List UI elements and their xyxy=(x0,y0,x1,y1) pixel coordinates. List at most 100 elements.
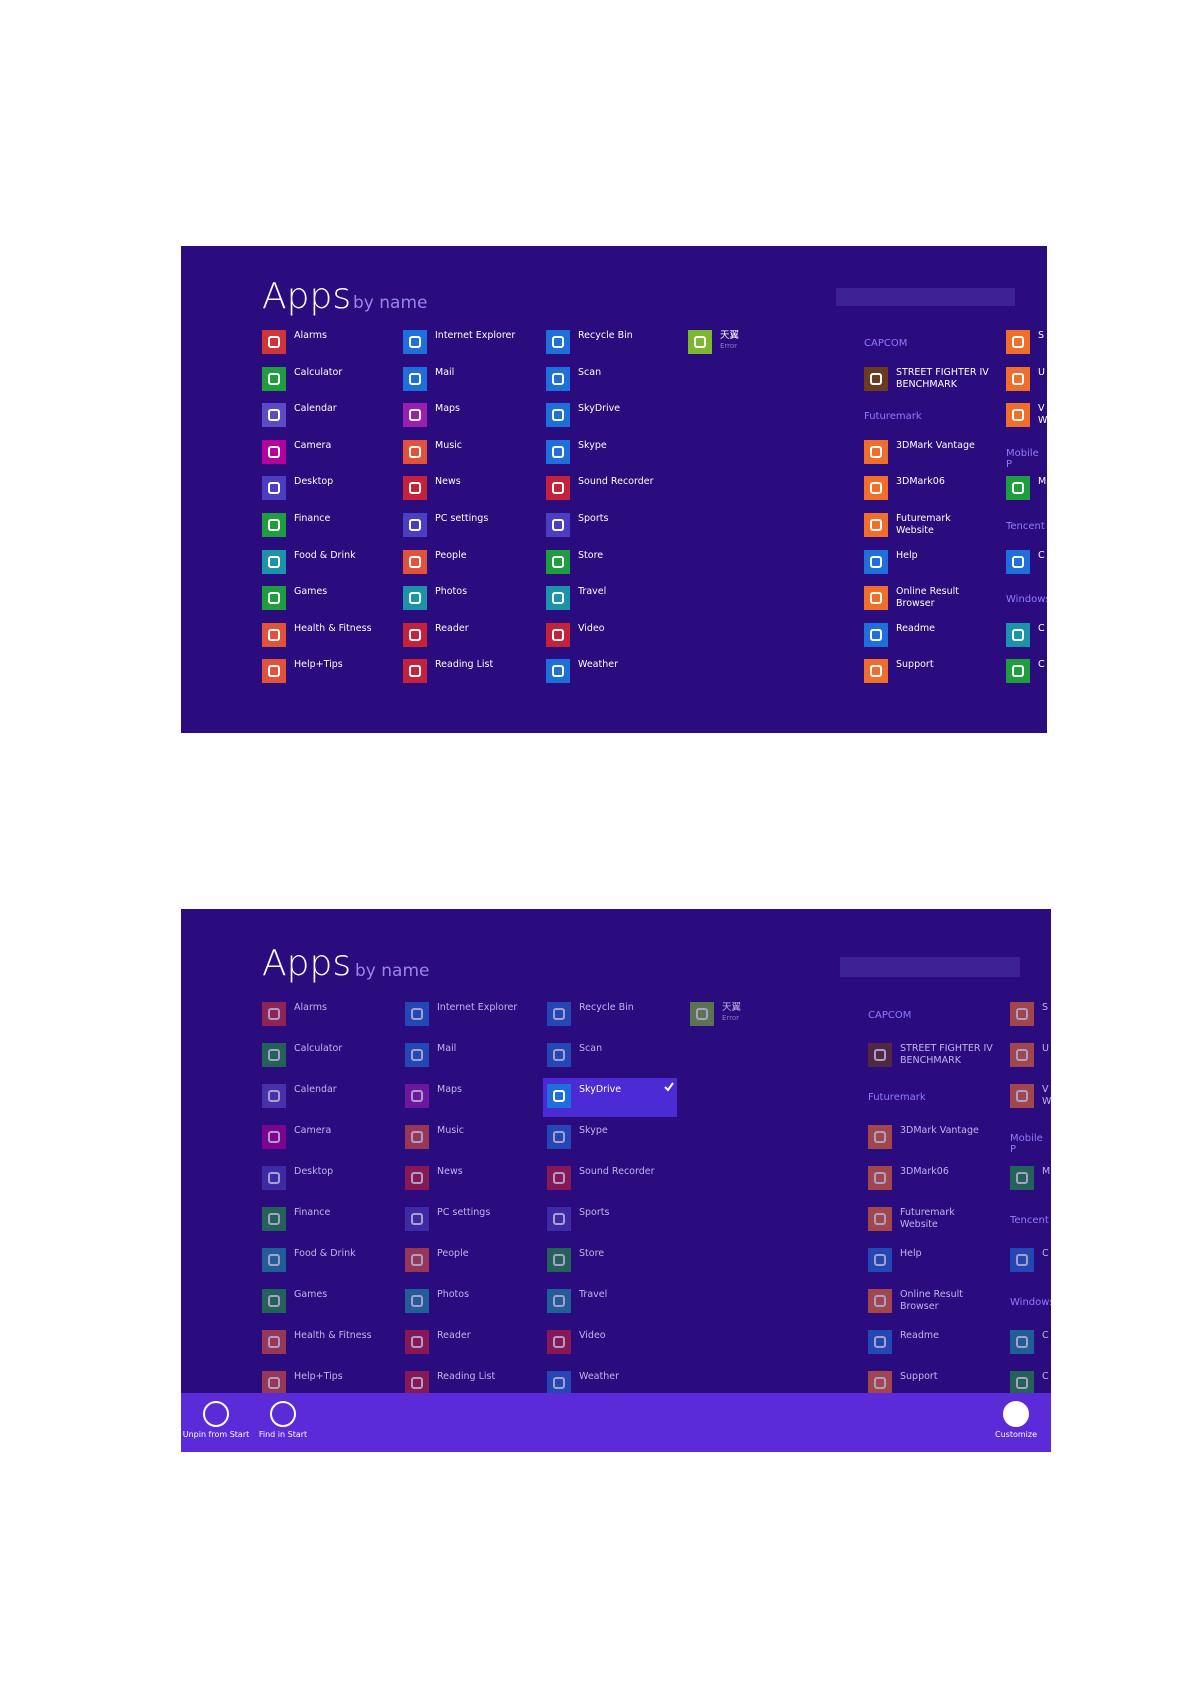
app-tile[interactable]: Calculator xyxy=(262,366,392,403)
app-tile[interactable]: Store xyxy=(546,549,676,586)
app-tile[interactable]: M xyxy=(1006,476,1047,512)
app-tile[interactable]: C xyxy=(1010,1371,1051,1407)
app-tile[interactable]: Alarms xyxy=(262,330,392,366)
app-tile[interactable]: Recycle Bin xyxy=(547,1002,677,1038)
app-tile[interactable]: Help xyxy=(864,549,994,586)
app-tile[interactable]: M xyxy=(1010,1166,1051,1202)
app-tile[interactable]: Support xyxy=(864,659,994,695)
app-tile[interactable]: Readme xyxy=(864,622,994,659)
app-tile[interactable]: Readme xyxy=(868,1330,998,1366)
app-tile[interactable]: U xyxy=(1006,366,1047,403)
app-tile[interactable]: News xyxy=(403,476,533,512)
app-name: Calculator xyxy=(294,366,343,378)
app-tile[interactable]: Music xyxy=(403,439,533,476)
app-tile[interactable]: Desktop xyxy=(262,476,392,512)
app-icon xyxy=(1010,1084,1034,1108)
app-tile[interactable]: Store xyxy=(547,1248,677,1284)
app-tile[interactable]: Camera xyxy=(262,1125,392,1161)
app-tile[interactable]: U xyxy=(1010,1043,1051,1079)
app-tile[interactable]: Video xyxy=(547,1330,677,1366)
app-tile[interactable]: Internet Explorer xyxy=(403,330,533,366)
app-tile[interactable]: Games xyxy=(262,1289,392,1325)
app-tile[interactable]: Sound Recorder xyxy=(547,1166,677,1202)
app-tile[interactable]: V W xyxy=(1010,1084,1051,1120)
app-tile[interactable]: PC settings xyxy=(403,513,533,549)
app-tile[interactable]: Desktop xyxy=(262,1166,392,1202)
app-tile[interactable]: Health & Fitness xyxy=(262,622,392,659)
app-tile[interactable]: C xyxy=(1010,1248,1051,1284)
app-bar-button[interactable]: Customize xyxy=(981,1393,1051,1439)
app-tile[interactable]: Food & Drink xyxy=(262,549,392,586)
app-tile[interactable]: Camera xyxy=(262,439,392,476)
app-tile[interactable]: Music xyxy=(405,1125,535,1161)
app-tile[interactable]: 3DMark06 xyxy=(864,476,994,512)
app-tile[interactable]: Online Result Browser xyxy=(868,1289,998,1325)
app-tile[interactable]: Calculator xyxy=(262,1043,392,1079)
app-tile[interactable]: Weather xyxy=(546,659,676,695)
app-tile[interactable]: STREET FIGHTER IV BENCHMARK xyxy=(868,1043,998,1079)
app-tile[interactable]: Reader xyxy=(405,1330,535,1366)
app-tile[interactable]: C xyxy=(1006,659,1047,695)
app-tile[interactable]: Photos xyxy=(403,586,533,622)
app-tile[interactable]: Calendar xyxy=(262,1084,392,1120)
app-tile[interactable]: SkyDrive xyxy=(546,403,676,439)
app-tile[interactable]: Help xyxy=(868,1248,998,1284)
app-tile[interactable]: Reader xyxy=(403,622,533,659)
app-tile[interactable]: Maps xyxy=(403,403,533,439)
app-tile[interactable]: People xyxy=(405,1248,535,1284)
app-tile[interactable]: Travel xyxy=(546,586,676,622)
search-box[interactable] xyxy=(840,957,1020,977)
app-tile[interactable]: Finance xyxy=(262,1207,392,1243)
app-bar-button[interactable]: Unpin from Start xyxy=(181,1393,251,1439)
app-tile[interactable]: S xyxy=(1006,330,1047,366)
app-tile[interactable]: Games xyxy=(262,586,392,622)
app-tile[interactable]: Recycle Bin xyxy=(546,330,676,366)
app-tile[interactable]: Skype xyxy=(547,1125,677,1161)
app-tile[interactable]: News xyxy=(405,1166,535,1202)
app-tile[interactable]: 3DMark06 xyxy=(868,1166,998,1202)
app-tile[interactable]: Finance xyxy=(262,513,392,549)
app-tile[interactable]: People xyxy=(403,549,533,586)
app-tile[interactable]: Weather xyxy=(547,1371,677,1407)
app-tile[interactable]: Mail xyxy=(405,1043,535,1079)
app-tile[interactable]: Sound Recorder xyxy=(546,476,676,512)
app-tile[interactable]: S xyxy=(1010,1002,1051,1038)
app-tile[interactable]: C xyxy=(1006,549,1047,586)
app-tile[interactable]: Scan xyxy=(547,1043,677,1079)
app-tile[interactable]: Travel xyxy=(547,1289,677,1325)
app-tile[interactable]: C xyxy=(1006,622,1047,659)
app-tile[interactable]: Food & Drink xyxy=(262,1248,392,1284)
app-tile[interactable]: SkyDrive xyxy=(547,1082,677,1120)
app-tile[interactable]: C xyxy=(1010,1330,1051,1366)
app-tile[interactable]: 天翼 Error xyxy=(690,1002,820,1038)
app-tile[interactable]: V W xyxy=(1006,403,1047,439)
app-tile[interactable]: Sports xyxy=(547,1207,677,1243)
app-tile[interactable]: Help+Tips xyxy=(262,659,392,695)
search-box[interactable] xyxy=(836,288,1015,306)
app-tile[interactable]: Calendar xyxy=(262,403,392,439)
app-tile[interactable]: Video xyxy=(546,622,676,659)
app-tile[interactable]: Scan xyxy=(546,366,676,403)
app-tile[interactable]: Online Result Browser xyxy=(864,586,994,622)
app-tile[interactable]: Futuremark Website xyxy=(864,513,994,549)
app-bar-button[interactable]: Find in Start xyxy=(248,1393,318,1439)
app-tile[interactable]: Reading List xyxy=(405,1371,535,1407)
app-tile[interactable]: Alarms xyxy=(262,1002,392,1038)
app-tile[interactable]: Help+Tips xyxy=(262,1371,392,1407)
app-tile[interactable]: PC settings xyxy=(405,1207,535,1243)
app-tile[interactable]: Reading List xyxy=(403,659,533,695)
app-tile[interactable]: Internet Explorer xyxy=(405,1002,535,1038)
app-tile[interactable]: Maps xyxy=(405,1084,535,1120)
app-tile[interactable]: Photos xyxy=(405,1289,535,1325)
app-tile[interactable]: Mail xyxy=(403,366,533,403)
app-icon xyxy=(547,1207,571,1231)
app-tile[interactable]: 3DMark Vantage xyxy=(868,1125,998,1161)
app-tile[interactable]: Futuremark Website xyxy=(868,1207,998,1243)
app-tile[interactable]: STREET FIGHTER IV BENCHMARK xyxy=(864,366,994,403)
app-tile[interactable]: Health & Fitness xyxy=(262,1330,392,1366)
app-tile[interactable]: Sports xyxy=(546,513,676,549)
app-tile[interactable]: Support xyxy=(868,1371,998,1407)
app-tile[interactable]: Skype xyxy=(546,439,676,476)
app-tile[interactable]: 天翼 Error xyxy=(688,330,818,366)
app-tile[interactable]: 3DMark Vantage xyxy=(864,439,994,476)
